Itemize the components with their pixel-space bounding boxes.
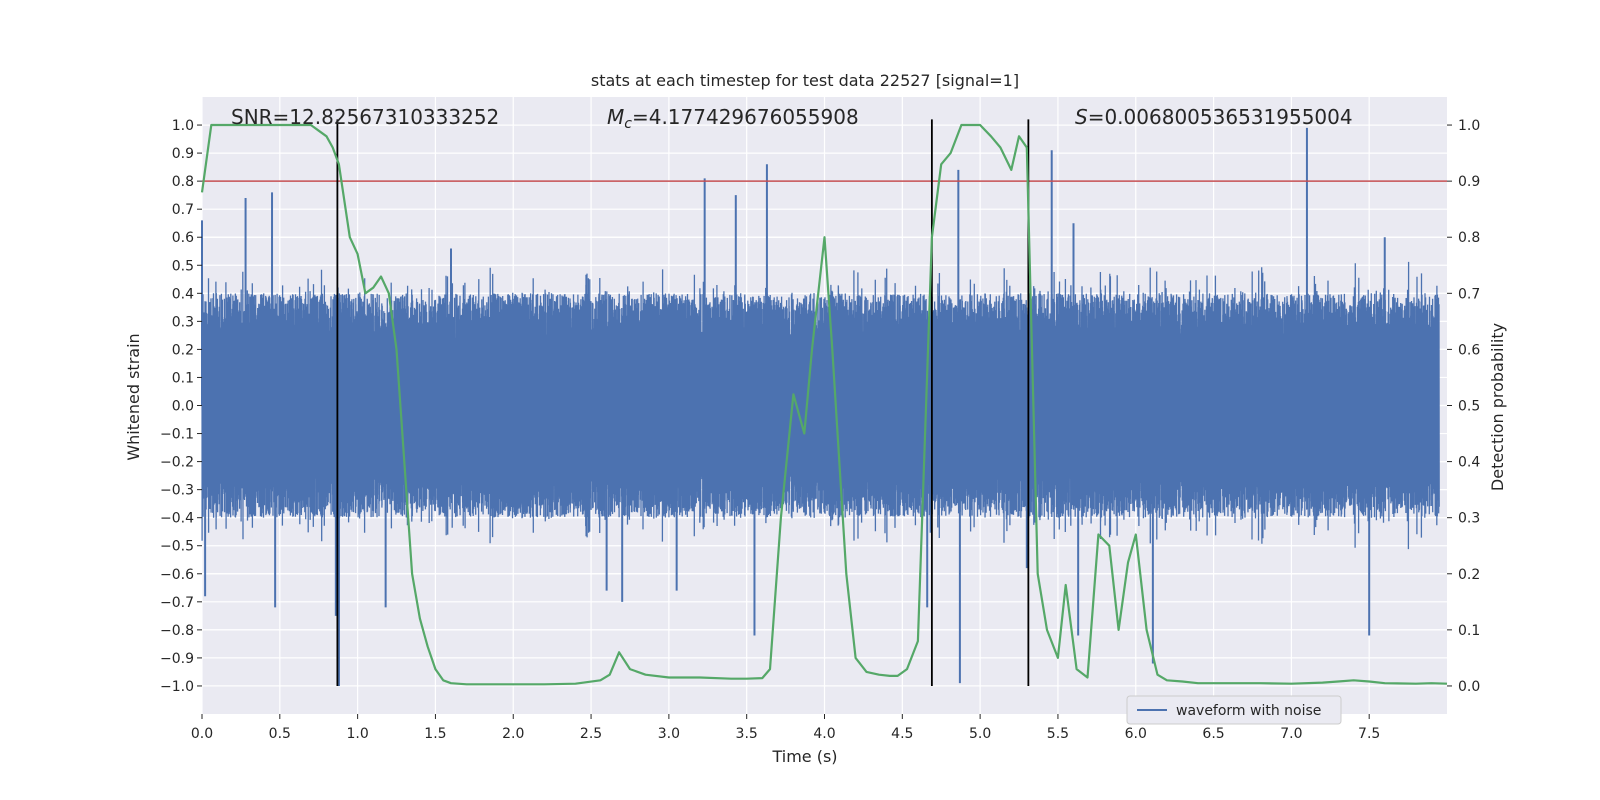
probability-series (200, 123, 1448, 686)
y2-tick-label: 0.8 (1458, 230, 1480, 246)
s-symbol: S (1075, 105, 1088, 129)
x-axis-label: Time (s) (771, 747, 837, 766)
y-tick-label: 0.6 (172, 230, 194, 246)
legend-label: waveform with noise (1176, 703, 1321, 719)
x-tick-label: 5.5 (1047, 726, 1069, 742)
y-tick-label: −0.2 (160, 455, 194, 471)
x-tick-label: 4.5 (891, 726, 913, 742)
y-tick-label: −0.3 (160, 483, 194, 499)
y-tick-label: −0.1 (160, 427, 194, 443)
y-tick-label: −0.5 (160, 539, 194, 555)
s-value: =0.006800536531955004 (1088, 105, 1353, 129)
y-tick-label: −0.4 (160, 511, 194, 527)
chirp-mass-value: =4.177429676055908 (632, 105, 859, 129)
x-tick-label: 7.5 (1358, 726, 1380, 742)
y-tick-label: −0.6 (160, 567, 194, 583)
y-tick-label: 0.2 (172, 342, 194, 358)
strain-series (201, 127, 1440, 686)
x-tick-label: 3.0 (658, 726, 680, 742)
probability-line (200, 123, 1448, 686)
y-tick-label: 0.4 (172, 286, 194, 302)
y-tick-label: 0.8 (172, 174, 194, 190)
y2-tick-label: 0.6 (1458, 342, 1480, 358)
s-annotation: S=0.006800536531955004 (1075, 105, 1353, 129)
strain-core (202, 346, 1437, 465)
x-tick-label: 0.5 (269, 726, 291, 742)
x-tick-label: 7.0 (1280, 726, 1302, 742)
chirp-mass-annotation: Mc=4.177429676055908 (607, 105, 859, 132)
y2-axis-label: Detection probability (1488, 323, 1507, 491)
x-tick-label: 3.5 (736, 726, 758, 742)
snr-annotation: SNR=12.82567310333252 (231, 105, 499, 129)
chart-title: stats at each timestep for test data 225… (591, 71, 1019, 90)
y2-tick-label: 0.1 (1458, 623, 1480, 639)
x-tick-label: 1.5 (424, 726, 446, 742)
y2-tick-label: 0.9 (1458, 174, 1480, 190)
y2-tick-label: 0.2 (1458, 567, 1480, 583)
x-tick-label: 1.0 (346, 726, 368, 742)
x-tick-label: 4.0 (813, 726, 835, 742)
y2-tick-label: 0.4 (1458, 455, 1480, 471)
x-tick-label: 6.0 (1125, 726, 1147, 742)
y-tick-label: −0.9 (160, 651, 194, 667)
axes: 0.0 0.5 1.0 1.5 2.0 2.5 3.0 3.5 4.0 4.5 5.0 5.5 6.0 6… (160, 118, 1480, 742)
y-tick-label: −0.8 (160, 623, 194, 639)
y-axis-label: Whitened strain (124, 333, 143, 460)
y2-tick-label: 1.0 (1458, 118, 1480, 134)
y-tick-label: 0.1 (172, 370, 194, 386)
x-tick-label: 2.0 (502, 726, 524, 742)
x-tick-label: 5.0 (969, 726, 991, 742)
legend-box (1126, 695, 1342, 725)
y-tick-label: 1.0 (172, 118, 194, 134)
chirp-mass-subscript: c (624, 116, 632, 132)
y-tick-label: 0.9 (172, 146, 194, 162)
y-tick-label: −0.7 (160, 595, 194, 611)
y2-tick-label: 0.0 (1458, 679, 1480, 695)
y-tick-label: 0.5 (172, 258, 194, 274)
y-tick-label: 0.0 (172, 399, 194, 415)
x-tick-label: 2.5 (580, 726, 602, 742)
y2-tick-label: 0.3 (1458, 511, 1480, 527)
chirp-mass-symbol: M (607, 105, 624, 129)
x-tick-label: 0.0 (191, 726, 213, 742)
y-tick-label: −1.0 (160, 679, 194, 695)
y2-tick-label: 0.5 (1458, 399, 1480, 415)
legend: waveform with noise (1126, 695, 1342, 725)
y2-tick-label: 0.7 (1458, 286, 1480, 302)
y-tick-label: 0.3 (172, 314, 194, 330)
y-tick-label: 0.7 (172, 202, 194, 218)
x-tick-label: 6.5 (1202, 726, 1224, 742)
